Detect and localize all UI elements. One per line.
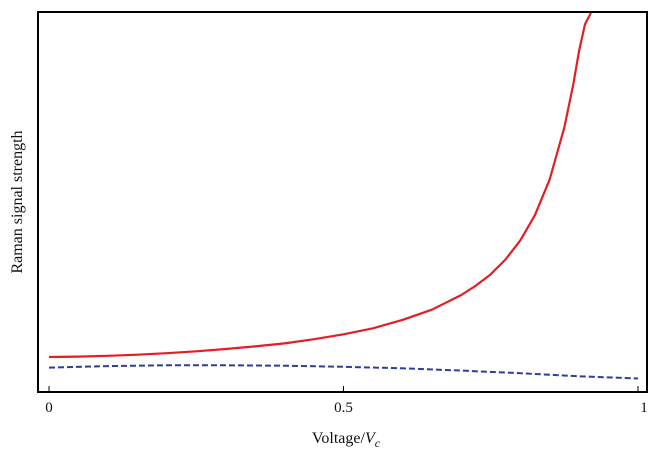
x-axis-label: Voltage/Vc [312, 430, 381, 450]
series-layer [48, 12, 639, 380]
x-tick-label: 0 [45, 400, 53, 416]
series-line-solid [48, 12, 592, 359]
x-axis-ticks: 0 0.5 1 [45, 386, 648, 416]
x-tick-label: 1 [640, 400, 648, 416]
plot-frame [37, 11, 648, 393]
x-tick-label: 0.5 [334, 400, 353, 416]
series-line-dashed [48, 364, 639, 380]
y-axis-label: Raman signal strength [9, 130, 26, 273]
